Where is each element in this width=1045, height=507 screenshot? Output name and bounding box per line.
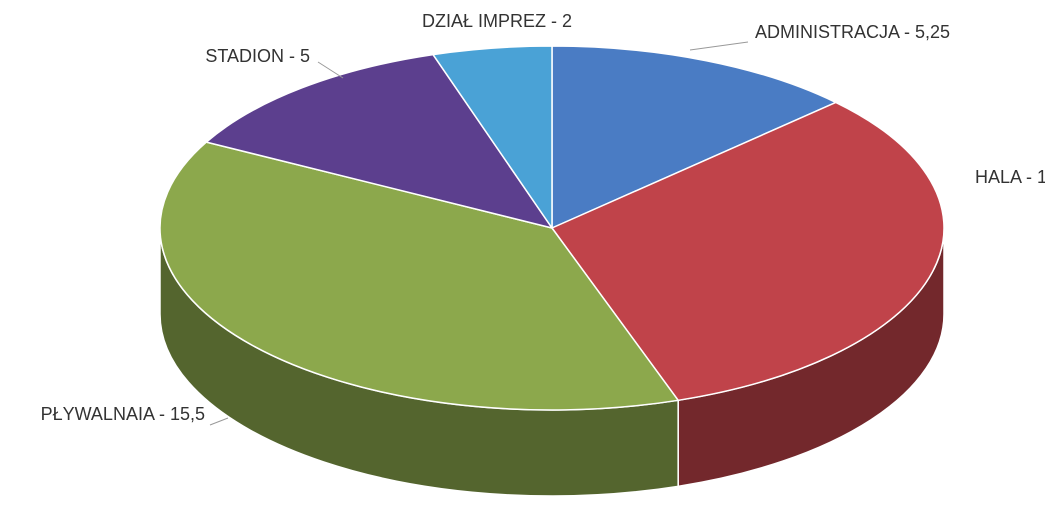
data-label: HALA - 13 [975, 167, 1045, 187]
slice [550, 101, 945, 402]
data-label: ADMINISTRACJA - 5,25 [755, 22, 950, 42]
data-label: DZIAŁ IMPREZ - 2 [422, 11, 572, 31]
slice [204, 53, 554, 230]
leader-line [317, 61, 344, 79]
slice [431, 45, 553, 231]
leader-line [689, 41, 749, 51]
slice [551, 45, 838, 230]
data-label: STADION - 5 [205, 46, 310, 66]
slice [159, 141, 680, 411]
data-label: PŁYWALNAIA - 15,5 [41, 404, 205, 424]
leader-line [209, 417, 229, 426]
